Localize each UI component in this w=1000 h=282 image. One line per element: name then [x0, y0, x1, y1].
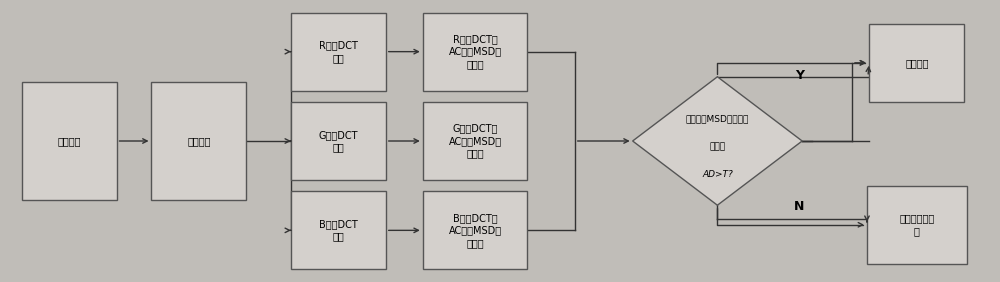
Text: AD>T?: AD>T?: [702, 170, 733, 179]
Text: R通道DCT
变换: R通道DCT 变换: [319, 40, 358, 63]
FancyBboxPatch shape: [151, 82, 246, 200]
Text: 待测图像: 待测图像: [57, 136, 81, 146]
FancyBboxPatch shape: [869, 24, 964, 102]
FancyBboxPatch shape: [291, 13, 386, 91]
Text: 计算机生成图
像: 计算机生成图 像: [899, 213, 934, 236]
FancyBboxPatch shape: [22, 82, 117, 200]
FancyBboxPatch shape: [867, 186, 967, 264]
FancyBboxPatch shape: [423, 102, 527, 180]
FancyBboxPatch shape: [423, 13, 527, 91]
Text: 曲线的: 曲线的: [709, 142, 725, 151]
FancyBboxPatch shape: [291, 102, 386, 180]
Text: B通道DCT
变换: B通道DCT 变换: [319, 219, 358, 242]
Text: 判断三条MSD概率分布: 判断三条MSD概率分布: [686, 114, 749, 123]
Polygon shape: [633, 77, 802, 205]
Text: 自然图像: 自然图像: [905, 58, 929, 68]
Text: Y: Y: [795, 69, 804, 82]
Text: N: N: [794, 200, 804, 213]
Text: B通道DCT域
AC系数MSD概
率统计: B通道DCT域 AC系数MSD概 率统计: [449, 213, 502, 248]
Text: R通道DCT域
AC系数MSD概
率统计: R通道DCT域 AC系数MSD概 率统计: [449, 34, 502, 69]
FancyBboxPatch shape: [423, 191, 527, 269]
Text: 高斯模糊: 高斯模糊: [187, 136, 211, 146]
Text: G通道DCT
变换: G通道DCT 变换: [319, 130, 358, 152]
Text: G通道DCT域
AC系数MSD概
率统计: G通道DCT域 AC系数MSD概 率统计: [449, 124, 502, 158]
FancyBboxPatch shape: [291, 191, 386, 269]
